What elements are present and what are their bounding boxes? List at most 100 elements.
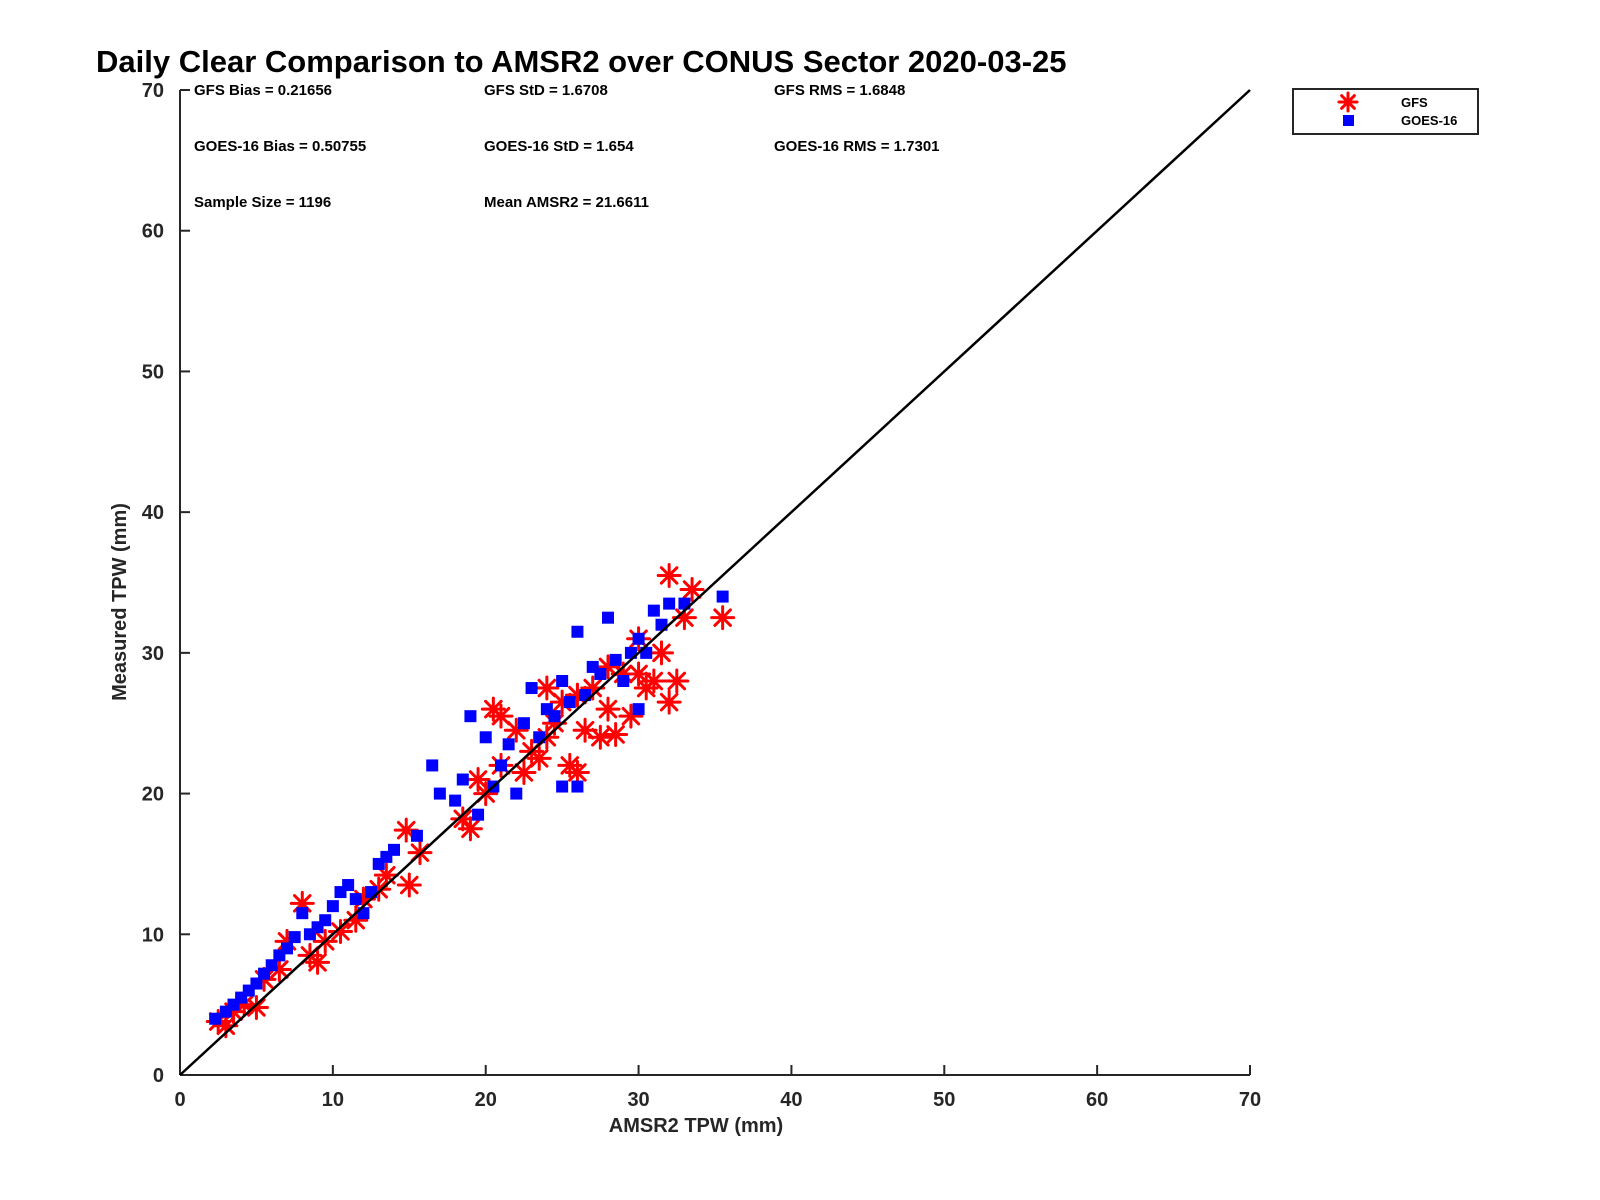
goes16-point — [647, 604, 660, 617]
y-tick-label: 0 — [153, 1065, 164, 1087]
goes16-point — [510, 787, 523, 800]
goes16-point — [716, 590, 729, 603]
gfs-point — [595, 696, 621, 722]
gfs-point — [373, 862, 399, 888]
y-tick-label: 50 — [142, 361, 164, 383]
data-points — [205, 562, 736, 1039]
x-tick-label: 10 — [322, 1089, 344, 1111]
goes16-point — [209, 1012, 222, 1025]
gfs-point — [526, 745, 552, 771]
goes16-point — [472, 808, 485, 821]
goes16-point — [571, 780, 584, 793]
y-tick-label: 60 — [142, 221, 164, 243]
legend-box — [1292, 88, 1479, 135]
x-axis-label: AMSR2 TPW (mm) — [609, 1115, 783, 1137]
goes16-point — [456, 773, 469, 786]
gfs-point — [305, 949, 331, 975]
y-tick-label: 30 — [142, 643, 164, 665]
y-tick-label: 20 — [142, 784, 164, 806]
goes16-point — [517, 717, 530, 730]
x-tick-label: 70 — [1239, 1089, 1261, 1111]
gfs-point — [587, 724, 613, 750]
goes16-point — [563, 696, 576, 709]
gfs-point — [656, 562, 682, 588]
goes16-point — [525, 682, 538, 695]
stat-annotation: Sample Size = 1196 — [194, 194, 331, 211]
x-tick-label: 60 — [1086, 1089, 1108, 1111]
gfs-point — [396, 872, 422, 898]
goes16-point — [502, 738, 515, 751]
legend-gfs-marker — [1337, 91, 1359, 113]
goes16-point — [426, 759, 439, 772]
gfs-point — [572, 717, 598, 743]
goes16-point — [349, 893, 362, 906]
y-axis-label: Measured TPW (mm) — [109, 503, 131, 701]
stat-annotation: GFS StD = 1.6708 — [484, 82, 608, 99]
gfs-point — [534, 675, 560, 701]
gfs-point — [649, 640, 674, 666]
chart-title: Daily Clear Comparison to AMSR2 over CON… — [96, 44, 1067, 79]
x-tick-label: 0 — [174, 1089, 185, 1111]
stat-annotation: GFS Bias = 0.21656 — [194, 82, 332, 99]
x-tick-label: 50 — [933, 1089, 955, 1111]
legend: GFS GOES-16 — [1292, 88, 1479, 135]
stat-annotation: GOES-16 StD = 1.654 — [484, 138, 634, 155]
gfs-point — [710, 605, 736, 631]
goes16-point — [288, 931, 301, 944]
gfs-point — [603, 721, 629, 747]
goes16-point — [433, 787, 446, 800]
gfs-point — [488, 703, 514, 729]
goes16-point — [571, 625, 584, 638]
legend-goes16-marker — [1343, 115, 1354, 126]
legend-gfs-label: GFS — [1401, 95, 1428, 110]
goes16-point — [617, 675, 630, 687]
goes16-point — [594, 667, 607, 680]
goes16-point — [265, 959, 278, 972]
goes16-point — [388, 843, 400, 856]
gfs-point — [664, 668, 690, 694]
goes16-point — [663, 597, 676, 610]
stat-annotation: Mean AMSR2 = 21.6611 — [484, 194, 649, 211]
goes16-point — [556, 675, 569, 687]
gfs-point — [328, 918, 353, 944]
y-tick-label: 10 — [142, 924, 164, 946]
x-tick-label: 30 — [627, 1089, 649, 1111]
goes16-point — [319, 914, 332, 927]
one-to-one-reference-line — [179, 89, 1251, 1076]
gfs-point — [641, 668, 667, 694]
goes16-point — [556, 780, 569, 793]
stat-annotation: GFS RMS = 1.6848 — [774, 82, 905, 99]
goes16-point — [479, 731, 492, 744]
goes16-point — [449, 794, 462, 807]
stat-annotation: GOES-16 Bias = 0.50755 — [194, 138, 366, 155]
stat-annotation: GOES-16 RMS = 1.7301 — [774, 138, 940, 155]
goes16-point — [250, 977, 263, 990]
goes16-point — [410, 829, 423, 842]
gfs-point — [457, 816, 483, 842]
gfs-point — [511, 759, 537, 785]
goes16-point — [326, 900, 339, 913]
x-tick-label: 20 — [475, 1089, 497, 1111]
goes16-point — [296, 907, 309, 920]
gfs-point — [656, 689, 682, 715]
y-tick-label: 70 — [142, 80, 164, 102]
gfs-point — [564, 759, 590, 785]
gfs-point — [465, 767, 491, 792]
goes16-point — [609, 653, 622, 666]
legend-goes16-label: GOES-16 — [1401, 113, 1457, 128]
y-tick-label: 40 — [142, 502, 164, 524]
goes16-point — [495, 759, 507, 772]
goes16-point — [632, 632, 645, 645]
goes16-point — [464, 710, 477, 723]
gfs-point — [679, 577, 705, 603]
statistics-annotations: GFS Bias = 0.21656 GFS StD = 1.6708 GFS RM… — [194, 82, 940, 211]
goes16-point — [281, 942, 293, 955]
legend-gfs-asterisk — [1337, 91, 1359, 113]
goes16-point — [602, 611, 614, 624]
axes: 0 10 20 30 40 50 60 70 0 10 20 30 40 50 60 70 — [142, 80, 1261, 1111]
goes16-point — [632, 703, 645, 716]
goes16-point — [548, 710, 561, 723]
x-tick-label: 40 — [780, 1089, 802, 1111]
gfs-point — [243, 994, 269, 1020]
